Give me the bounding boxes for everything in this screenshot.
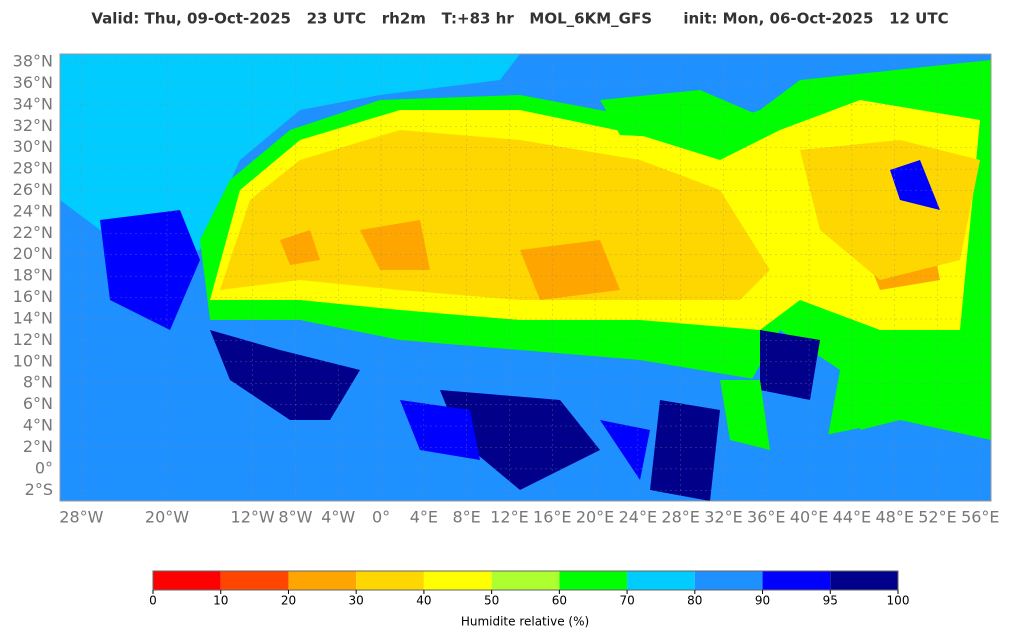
colorbar-segment bbox=[762, 571, 831, 590]
colorbar-label: Humidite relative (%) bbox=[461, 615, 589, 629]
lon-label: 16°E bbox=[533, 508, 571, 527]
lon-label: 8°E bbox=[452, 508, 480, 527]
lat-label: 20°N bbox=[13, 244, 53, 263]
lat-label: 2°S bbox=[25, 480, 53, 499]
lat-label: 18°N bbox=[13, 266, 53, 285]
colorbar-segment bbox=[356, 571, 424, 590]
lon-label: 20°W bbox=[145, 508, 189, 527]
lat-label: 36°N bbox=[13, 73, 53, 92]
colorbar-segment bbox=[288, 571, 357, 590]
lat-label: 30°N bbox=[13, 137, 53, 156]
colorbar-tick-label: 80 bbox=[687, 594, 702, 608]
lat-label: 32°N bbox=[13, 116, 53, 135]
colorbar-tick-label: 10 bbox=[213, 594, 228, 608]
lon-label: 8°W bbox=[278, 508, 312, 527]
lon-label: 32°E bbox=[704, 508, 742, 527]
colorbar-tick-label: 70 bbox=[619, 594, 634, 608]
colorbar-segment bbox=[627, 571, 695, 590]
colorbar-tick-label: 0 bbox=[149, 594, 157, 608]
colorbar-segment bbox=[220, 571, 289, 590]
lat-label: 4°N bbox=[23, 416, 53, 435]
lat-label: 8°N bbox=[23, 373, 53, 392]
lon-label: 28°W bbox=[59, 508, 103, 527]
lon-label: 0° bbox=[372, 508, 390, 527]
lat-label: 14°N bbox=[13, 308, 53, 327]
colorbar-segment bbox=[423, 571, 492, 590]
lon-label: 52°E bbox=[918, 508, 956, 527]
colorbar-tick-label: 60 bbox=[552, 594, 567, 608]
colorbar-tick-label: 100 bbox=[887, 594, 910, 608]
lat-label: 2°N bbox=[23, 437, 53, 456]
lon-label: 4°W bbox=[321, 508, 355, 527]
colorbar-tick-label: 30 bbox=[349, 594, 364, 608]
lat-label: 6°N bbox=[23, 394, 53, 413]
lat-label: 10°N bbox=[13, 351, 53, 370]
lon-label: 12°E bbox=[490, 508, 528, 527]
colorbar-segment bbox=[153, 571, 221, 590]
lon-label: 40°E bbox=[790, 508, 828, 527]
lon-label: 28°E bbox=[661, 508, 699, 527]
title: Valid: Thu, 09-Oct-2025 23 UTC rh2m T:+8… bbox=[91, 10, 948, 28]
lon-label: 20°E bbox=[576, 508, 614, 527]
colorbar-segment bbox=[694, 571, 763, 590]
lat-label: 16°N bbox=[13, 287, 53, 306]
lat-label: 0° bbox=[35, 458, 53, 477]
lat-label: 34°N bbox=[13, 94, 53, 113]
lon-label: 36°E bbox=[747, 508, 785, 527]
lon-label: 56°E bbox=[961, 508, 999, 527]
map-frame bbox=[59, 53, 992, 502]
colorbar-tick-label: 95 bbox=[823, 594, 838, 608]
colorbar-tick-label: 90 bbox=[755, 594, 770, 608]
colorbar-segment bbox=[559, 571, 628, 590]
colorbar-tick-label: 50 bbox=[484, 594, 499, 608]
lat-label: 28°N bbox=[13, 159, 53, 178]
lon-label: 4°E bbox=[410, 508, 438, 527]
colorbar-tick-label: 40 bbox=[416, 594, 431, 608]
colorbar-tick-label: 20 bbox=[281, 594, 296, 608]
lat-label: 22°N bbox=[13, 223, 53, 242]
humidity-field bbox=[60, 54, 991, 501]
colorbar-segment bbox=[491, 571, 560, 590]
lat-label: 38°N bbox=[13, 52, 53, 71]
lat-label: 24°N bbox=[13, 201, 53, 220]
lon-label: 12°W bbox=[231, 508, 275, 527]
colorbar-segment bbox=[830, 571, 898, 590]
lat-label: 26°N bbox=[13, 180, 53, 199]
lon-label: 24°E bbox=[619, 508, 657, 527]
lat-label: 12°N bbox=[13, 330, 53, 349]
lon-label: 48°E bbox=[875, 508, 913, 527]
colorbar-frame bbox=[152, 570, 899, 591]
lon-label: 44°E bbox=[833, 508, 871, 527]
graticule bbox=[60, 54, 991, 501]
